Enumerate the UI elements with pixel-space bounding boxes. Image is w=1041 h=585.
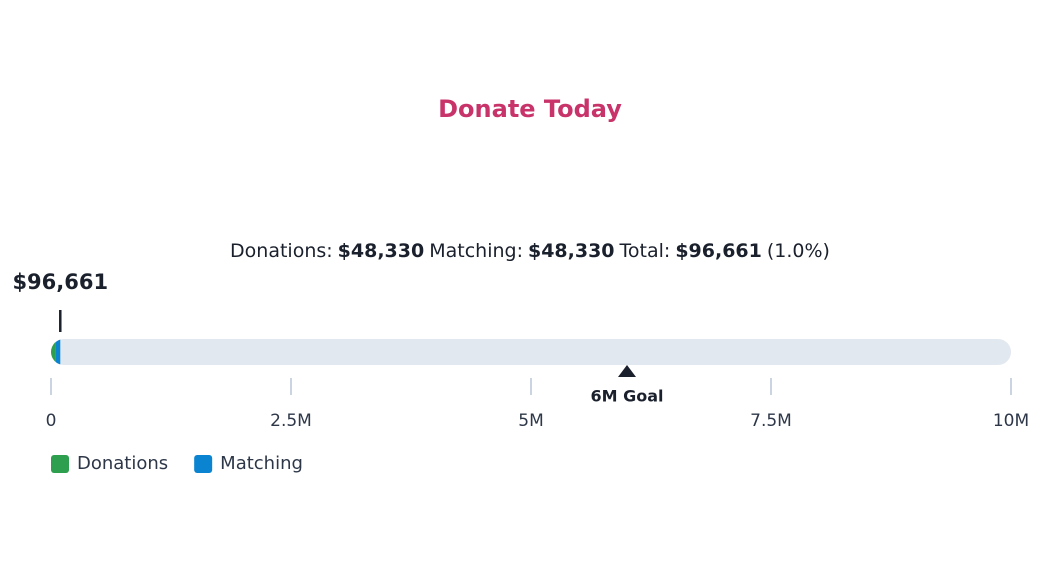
summary-part: $96,661 (675, 240, 762, 262)
summary-part: (1.0%) (767, 240, 830, 262)
summary-part: $48,330 (338, 240, 425, 262)
legend-label: Matching (220, 453, 303, 474)
legend-swatch (51, 455, 69, 473)
title: Donate Today (438, 95, 622, 123)
summary: Donations: $48,330 Matching: $48,330 Total: $… (230, 240, 830, 262)
bar-segment (55, 339, 61, 365)
x-tick-label: 5M (518, 411, 543, 431)
summary-part: Matching: (429, 240, 523, 262)
goal-marker (618, 365, 636, 377)
summary-part: Donations: (230, 240, 333, 262)
x-tick-label: 0 (46, 411, 57, 431)
legend-label: Donations (77, 453, 168, 474)
x-tick-label: 2.5M (270, 411, 312, 431)
total-marker-label: $96,661 (12, 270, 108, 294)
bar-segment (51, 339, 56, 365)
x-tick-label: 10M (993, 411, 1029, 431)
x-tick-label: 7.5M (750, 411, 792, 431)
track (51, 339, 1011, 365)
summary-part: $48,330 (528, 240, 615, 262)
goal-label: 6M Goal (590, 387, 663, 406)
legend-swatch (194, 455, 213, 473)
progress (51, 339, 61, 365)
summary-part: Total: (619, 240, 671, 262)
